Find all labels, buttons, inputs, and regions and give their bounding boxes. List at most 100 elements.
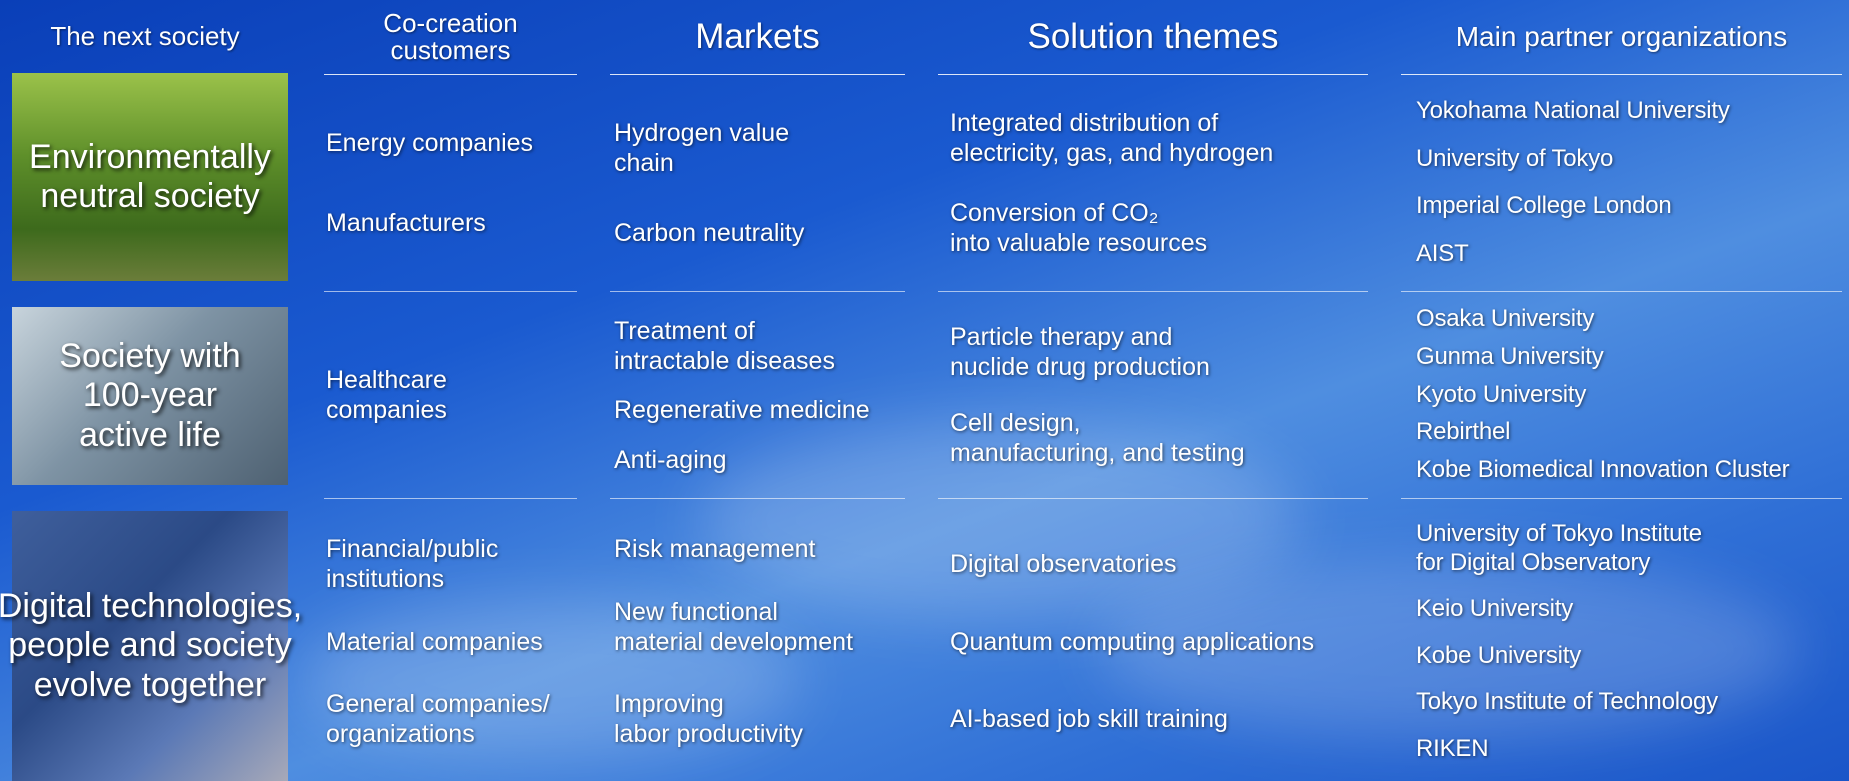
partner-item: Rebirthel — [1416, 418, 1849, 447]
partner-item: Kobe Biomedical Innovation Cluster — [1416, 456, 1849, 485]
partner-item: University of Tokyo Institutefor Digital… — [1416, 520, 1849, 578]
item-line: Hydrogen value — [614, 118, 914, 148]
partner-item: Gunma University — [1416, 343, 1849, 372]
partner-item: Imperial College London — [1416, 192, 1849, 221]
partner-item: University of Tokyo — [1416, 145, 1849, 174]
header-line: Solution themes — [1028, 19, 1279, 56]
item-line: organizations — [326, 719, 586, 749]
partner-item: Osaka University — [1416, 305, 1849, 334]
row-rule — [1401, 291, 1842, 292]
row-rule — [324, 498, 577, 499]
row-rule — [610, 498, 905, 499]
header-line: Markets — [695, 19, 819, 56]
column-header: Main partner organizations — [1401, 0, 1842, 74]
item-line: Quantum computing applications — [950, 627, 1380, 657]
partners-cell: Osaka University Gunma University Kyoto Un… — [1416, 296, 1849, 494]
partner-item: Yokohama National University — [1416, 97, 1849, 126]
item-line: Yokohama National University — [1416, 97, 1849, 126]
slide: (() => { const data = JSON.parse(documen… — [0, 0, 1849, 781]
column-header: The next society — [0, 0, 290, 74]
column-header: Solution themes — [938, 0, 1368, 74]
society-image: Digital technologies,people and societye… — [12, 511, 288, 781]
item-line: Digital observatories — [950, 549, 1380, 579]
item-line: Cell design, — [950, 408, 1380, 438]
partner-item: AIST — [1416, 240, 1849, 269]
partner-item: Keio University — [1416, 595, 1849, 624]
customers-cell: Energy companies Manufacturers — [326, 78, 586, 288]
column-header: Markets — [610, 0, 905, 74]
theme-item: Cell design,manufacturing, and testing — [950, 408, 1380, 468]
partner-item: Kobe University — [1416, 642, 1849, 671]
market-item: Carbon neutrality — [614, 218, 914, 248]
item-line: Carbon neutrality — [614, 218, 914, 248]
society-line: neutral society — [40, 177, 259, 216]
header-line: The next society — [50, 23, 239, 50]
market-item: Risk management — [614, 534, 914, 564]
row-rule — [610, 291, 905, 292]
item-line: General companies/ — [326, 689, 586, 719]
society-line: people and society — [8, 626, 292, 665]
customer-item: General companies/organizations — [326, 689, 586, 749]
item-line: Regenerative medicine — [614, 395, 914, 425]
header-line: Co-creation — [383, 10, 517, 37]
item-line: institutions — [326, 564, 586, 594]
item-line: companies — [326, 395, 586, 425]
item-line: Improving — [614, 689, 914, 719]
society-line: Digital technologies, — [0, 587, 302, 626]
item-line: Healthcare — [326, 365, 586, 395]
item-line: Kyoto University — [1416, 381, 1849, 410]
item-line: Energy companies — [326, 128, 586, 158]
header-rule — [938, 74, 1368, 75]
item-line: AIST — [1416, 240, 1849, 269]
item-line: chain — [614, 148, 914, 178]
item-line: material development — [614, 627, 914, 657]
row-rule — [938, 291, 1368, 292]
society-line: Environmentally — [29, 138, 271, 177]
item-line: Osaka University — [1416, 305, 1849, 334]
customer-item: Material companies — [326, 627, 586, 657]
item-line: labor productivity — [614, 719, 914, 749]
item-line: Tokyo Institute of Technology — [1416, 688, 1849, 717]
item-line: electricity, gas, and hydrogen — [950, 138, 1380, 168]
market-item: Regenerative medicine — [614, 395, 914, 425]
customer-item: Manufacturers — [326, 208, 586, 238]
item-line: for Digital Observatory — [1416, 549, 1849, 578]
society-line: Society with — [59, 337, 240, 376]
item-line: Gunma University — [1416, 343, 1849, 372]
item-line: University of Tokyo — [1416, 145, 1849, 174]
customer-item: Healthcarecompanies — [326, 365, 586, 425]
row-rule — [938, 498, 1368, 499]
header-rule — [1401, 74, 1842, 75]
market-item: Anti-aging — [614, 445, 914, 475]
partner-item: Tokyo Institute of Technology — [1416, 688, 1849, 717]
item-line: manufacturing, and testing — [950, 438, 1380, 468]
customer-item: Energy companies — [326, 128, 586, 158]
item-line: intractable diseases — [614, 346, 914, 376]
themes-cell: Digital observatories Quantum computing a… — [950, 502, 1380, 781]
item-line: nuclide drug production — [950, 352, 1380, 382]
row-rule — [1401, 498, 1842, 499]
item-line: Risk management — [614, 534, 914, 564]
partner-item: Kyoto University — [1416, 381, 1849, 410]
item-line: Integrated distribution of — [950, 108, 1380, 138]
item-line: Anti-aging — [614, 445, 914, 475]
society-line: active life — [79, 416, 221, 455]
item-line: University of Tokyo Institute — [1416, 520, 1849, 549]
item-line: New functional — [614, 597, 914, 627]
item-line: Rebirthel — [1416, 418, 1849, 447]
item-line: into valuable resources — [950, 228, 1380, 258]
partners-cell: Yokohama National University University o… — [1416, 78, 1849, 288]
